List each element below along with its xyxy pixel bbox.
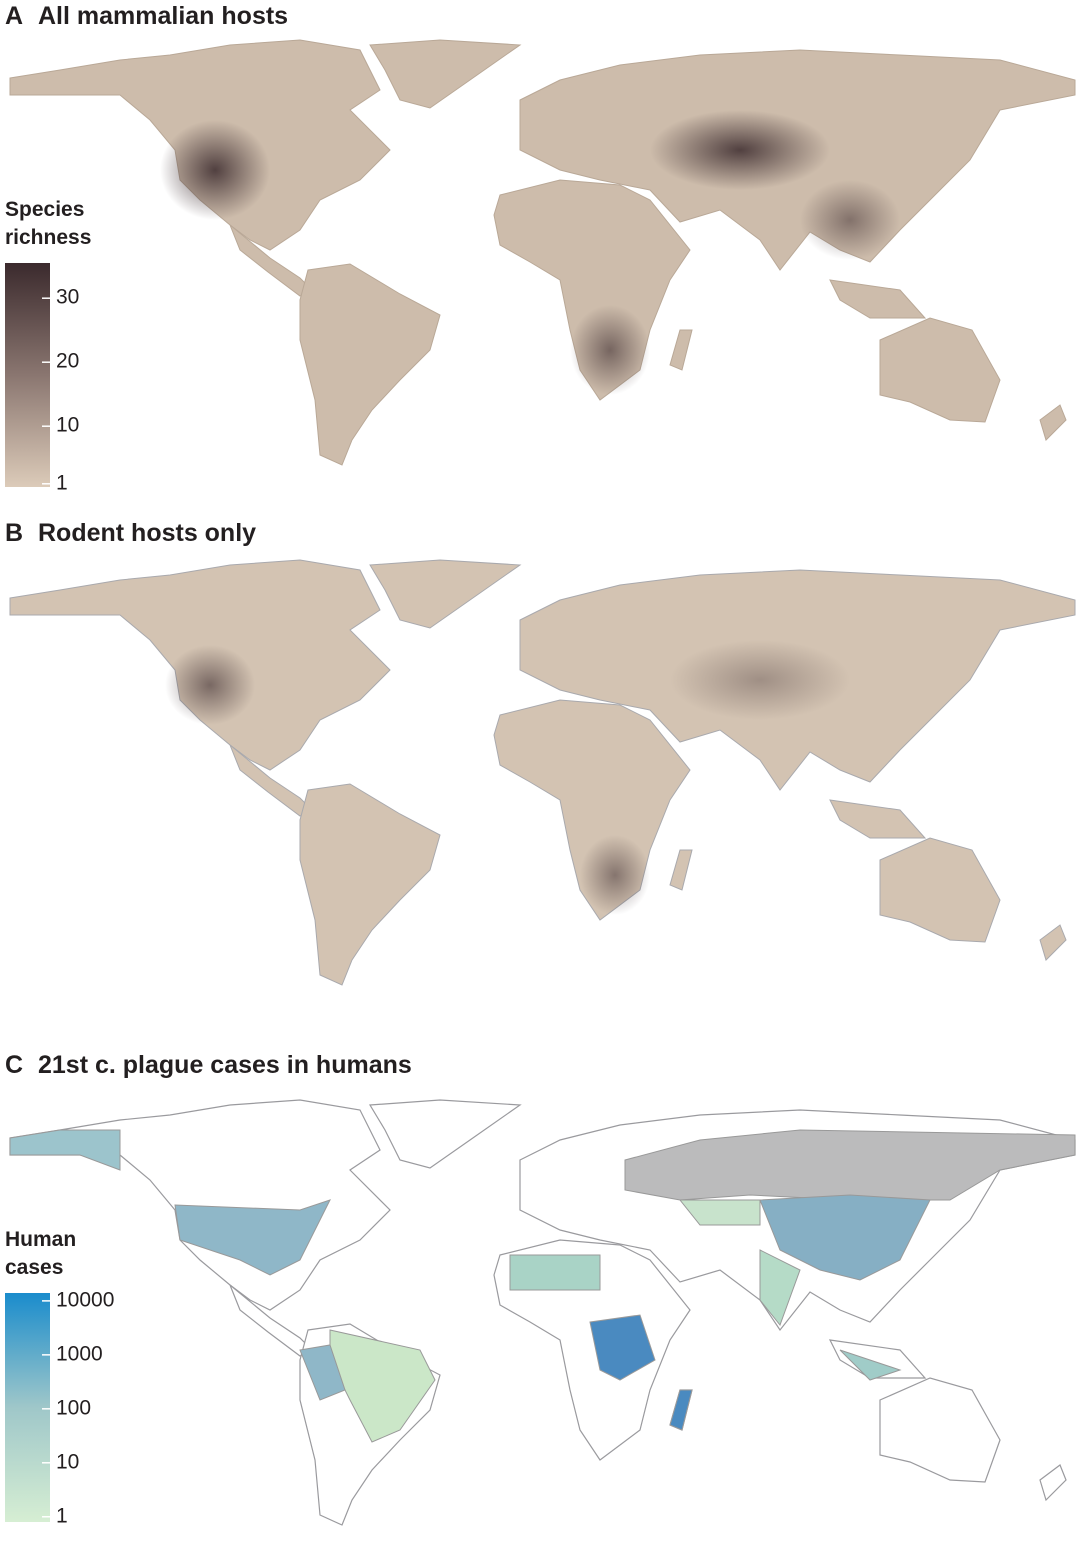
map-c <box>9 1099 1076 1526</box>
tick-label: 10000 <box>56 1288 114 1311</box>
panel-label: A <box>5 2 23 30</box>
legend-title: cases <box>5 1256 63 1279</box>
colorbar <box>5 263 50 487</box>
tick-label: 100 <box>56 1396 91 1419</box>
tick-label: 10 <box>56 414 79 437</box>
legend-title: Species <box>5 198 84 221</box>
panel-label: C <box>5 1051 23 1079</box>
tick-label: 30 <box>56 286 79 309</box>
tick-label: 20 <box>56 350 79 373</box>
panel-title: Rodent hosts only <box>38 519 256 547</box>
tick-label: 1 <box>56 471 68 494</box>
map-b <box>9 559 1076 986</box>
tick-label: 1000 <box>56 1342 103 1365</box>
tick-label: 10 <box>56 1450 79 1473</box>
panel-title: All mammalian hosts <box>38 2 288 30</box>
colorbar <box>5 1293 50 1522</box>
panel-label: B <box>5 519 23 547</box>
legend-title: Human <box>5 1228 76 1251</box>
legend-title: richness <box>5 226 91 249</box>
tick-label: 1 <box>56 1504 68 1527</box>
map-a <box>9 39 1076 466</box>
panel-title: 21st c. plague cases in humans <box>38 1051 412 1079</box>
